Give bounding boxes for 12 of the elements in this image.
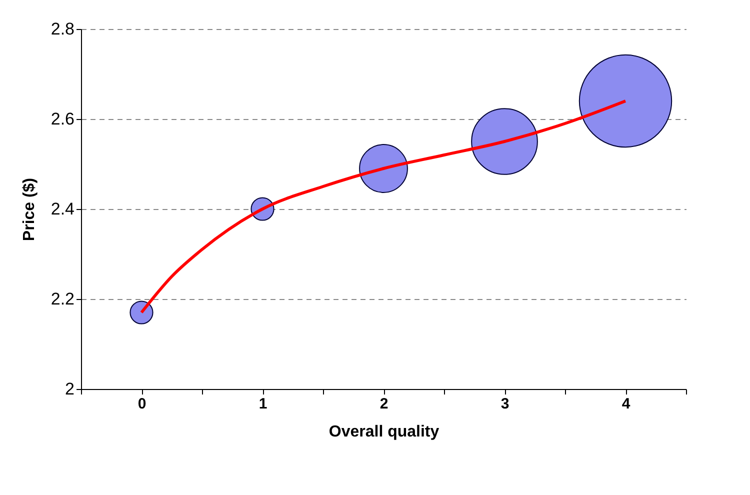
- x-tick-label: 1: [258, 396, 268, 412]
- y-tick-label: 2.2: [50, 290, 74, 308]
- y-tick-label: 2.8: [50, 20, 74, 38]
- x-tick-label: 4: [622, 396, 631, 412]
- y-tick-label: 2.6: [50, 110, 74, 128]
- x-tick-label: 2: [380, 396, 388, 412]
- x-tick-label: 3: [500, 396, 510, 412]
- y-axis-title: Price ($): [20, 178, 38, 242]
- x-tick-label: 0: [138, 396, 146, 412]
- x-axis-title: Overall quality: [328, 424, 440, 440]
- y-tick-label: 2: [65, 380, 74, 398]
- y-tick-label: 2.4: [50, 200, 74, 218]
